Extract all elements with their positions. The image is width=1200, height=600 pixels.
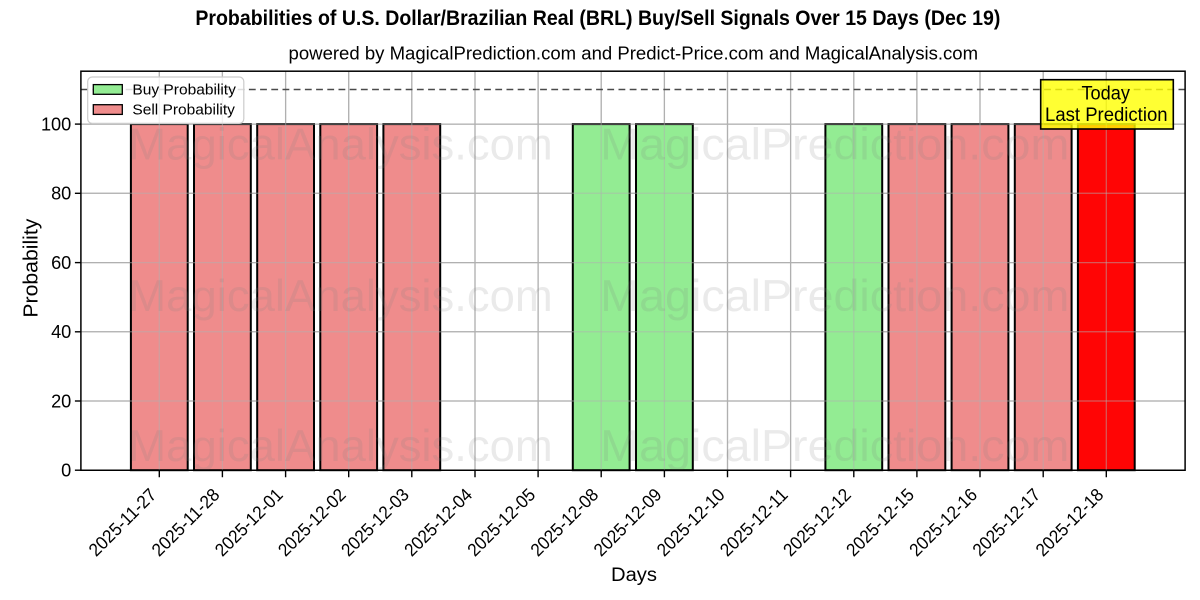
svg-text:MagicalAnalysis.com: MagicalAnalysis.com <box>128 121 553 170</box>
svg-text:Probability: Probability <box>21 219 43 318</box>
svg-text:20: 20 <box>51 391 71 411</box>
svg-text:Sell Probability: Sell Probability <box>132 102 235 118</box>
svg-text:40: 40 <box>51 322 71 342</box>
svg-text:MagicalAnalysis.com: MagicalAnalysis.com <box>128 422 553 471</box>
svg-text:Days: Days <box>611 565 657 586</box>
svg-text:0: 0 <box>61 461 71 481</box>
svg-text:Last Prediction: Last Prediction <box>1045 105 1168 126</box>
svg-text:MagicalPrediction.com: MagicalPrediction.com <box>600 422 1069 471</box>
svg-text:100: 100 <box>41 114 71 134</box>
svg-text:MagicalAnalysis.com: MagicalAnalysis.com <box>128 272 553 321</box>
svg-text:Buy Probability: Buy Probability <box>132 82 236 98</box>
svg-text:80: 80 <box>51 184 71 204</box>
svg-text:MagicalPrediction.com: MagicalPrediction.com <box>600 121 1069 170</box>
svg-text:Today: Today <box>1081 84 1130 105</box>
svg-text:60: 60 <box>51 253 71 273</box>
svg-text:Probabilities of U.S. Dollar/B: Probabilities of U.S. Dollar/Brazilian R… <box>195 7 1000 30</box>
svg-text:powered by MagicalPrediction.c: powered by MagicalPrediction.com and Pre… <box>289 43 979 64</box>
svg-text:MagicalPrediction.com: MagicalPrediction.com <box>600 272 1069 321</box>
